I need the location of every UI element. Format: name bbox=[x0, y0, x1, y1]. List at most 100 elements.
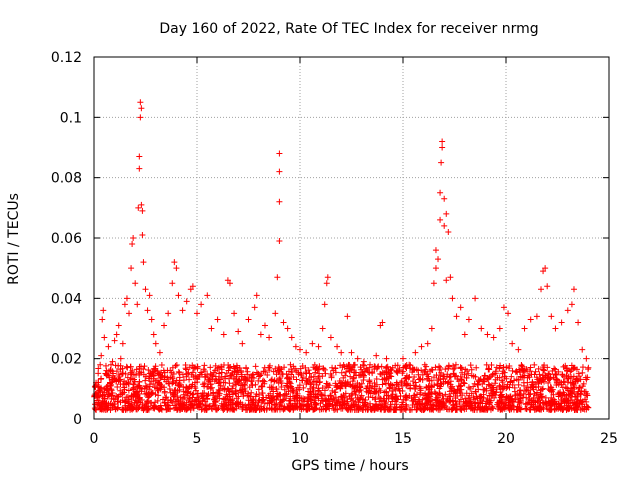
noise-point bbox=[572, 405, 579, 412]
noise-point bbox=[198, 406, 205, 413]
noise-point bbox=[423, 399, 430, 406]
noise-point bbox=[227, 401, 234, 408]
noise-point bbox=[102, 362, 109, 369]
noise-point bbox=[507, 378, 514, 385]
noise-point bbox=[303, 381, 310, 388]
noise-point bbox=[259, 390, 266, 397]
data-point bbox=[445, 228, 452, 235]
noise-point bbox=[166, 385, 173, 392]
noise-point bbox=[463, 406, 470, 413]
noise-point bbox=[313, 381, 320, 388]
data-point bbox=[441, 222, 448, 229]
data-point bbox=[169, 280, 176, 287]
noise-point bbox=[472, 399, 479, 406]
data-point bbox=[136, 165, 143, 172]
noise-point bbox=[117, 387, 124, 394]
noise-point bbox=[249, 397, 256, 404]
noise-point bbox=[496, 397, 503, 404]
noise-point bbox=[485, 365, 492, 372]
data-point bbox=[575, 319, 582, 326]
noise-point bbox=[105, 404, 112, 411]
noise-point bbox=[204, 395, 211, 402]
data-point bbox=[430, 280, 437, 287]
noise-point bbox=[518, 362, 525, 369]
noise-point bbox=[172, 380, 179, 387]
noise-point bbox=[224, 393, 231, 400]
noise-point bbox=[172, 405, 179, 412]
noise-point bbox=[175, 368, 182, 375]
noise-point bbox=[503, 364, 510, 371]
noise-point bbox=[347, 403, 354, 410]
y-axis-ticks: 0 0.02 0.04 0.06 0.08 0.1 0.12 bbox=[51, 50, 609, 428]
noise-point bbox=[289, 368, 296, 375]
noise-point bbox=[324, 381, 331, 388]
noise-point bbox=[207, 370, 214, 377]
noise-point bbox=[109, 378, 116, 385]
noise-point bbox=[442, 391, 449, 398]
noise-point bbox=[199, 389, 206, 396]
noise-point bbox=[465, 370, 472, 377]
noise-point bbox=[359, 361, 366, 368]
noise-point bbox=[119, 391, 126, 398]
noise-point bbox=[383, 389, 390, 396]
noise-point bbox=[221, 396, 228, 403]
data-point bbox=[257, 331, 264, 338]
noise-point bbox=[493, 364, 500, 371]
noise-point bbox=[463, 374, 470, 381]
noise-point bbox=[244, 368, 251, 375]
noise-point bbox=[555, 393, 562, 400]
noise-point bbox=[230, 383, 237, 390]
noise-point bbox=[392, 398, 399, 405]
noise-point bbox=[232, 379, 239, 386]
noise-point bbox=[235, 378, 242, 385]
noise-point bbox=[138, 385, 145, 392]
noise-point bbox=[446, 398, 453, 405]
data-point bbox=[109, 358, 116, 365]
noise-point bbox=[114, 394, 121, 401]
noise-point bbox=[141, 404, 148, 411]
noise-point bbox=[524, 400, 531, 407]
noise-point bbox=[565, 405, 572, 412]
data-point bbox=[235, 328, 242, 335]
noise-point bbox=[389, 394, 396, 401]
data-point bbox=[231, 310, 238, 317]
noise-point bbox=[157, 402, 164, 409]
data-point bbox=[377, 322, 384, 329]
noise-point bbox=[247, 393, 254, 400]
noise-point bbox=[494, 401, 501, 408]
noise-point bbox=[301, 396, 308, 403]
noise-point bbox=[252, 363, 259, 370]
noise-point bbox=[497, 362, 504, 369]
noise-point bbox=[441, 402, 448, 409]
noise-point bbox=[203, 401, 210, 408]
noise-point bbox=[403, 394, 410, 401]
noise-point bbox=[521, 382, 528, 389]
data-point bbox=[542, 265, 549, 272]
noise-point bbox=[473, 364, 480, 371]
noise-point bbox=[94, 401, 101, 408]
noise-point bbox=[111, 374, 118, 381]
noise-point bbox=[266, 384, 273, 391]
noise-point bbox=[526, 368, 533, 375]
noise-point bbox=[550, 374, 557, 381]
x-tick-label: 25 bbox=[600, 431, 618, 447]
noise-point bbox=[371, 405, 378, 412]
data-point bbox=[439, 144, 446, 151]
data-point bbox=[253, 292, 260, 299]
noise-point bbox=[353, 384, 360, 391]
noise-point bbox=[320, 403, 327, 410]
noise-point bbox=[522, 401, 529, 408]
noise-point bbox=[235, 369, 242, 376]
noise-point bbox=[250, 396, 257, 403]
noise-point bbox=[403, 403, 410, 410]
noise-point bbox=[131, 381, 138, 388]
data-point bbox=[245, 316, 252, 323]
noise-point bbox=[445, 379, 452, 386]
data-point bbox=[367, 361, 374, 368]
data-point bbox=[585, 364, 592, 371]
noise-point bbox=[315, 387, 322, 394]
noise-point bbox=[117, 362, 124, 369]
noise-point bbox=[520, 374, 527, 381]
data-point bbox=[324, 274, 331, 281]
noise-point bbox=[523, 366, 530, 373]
